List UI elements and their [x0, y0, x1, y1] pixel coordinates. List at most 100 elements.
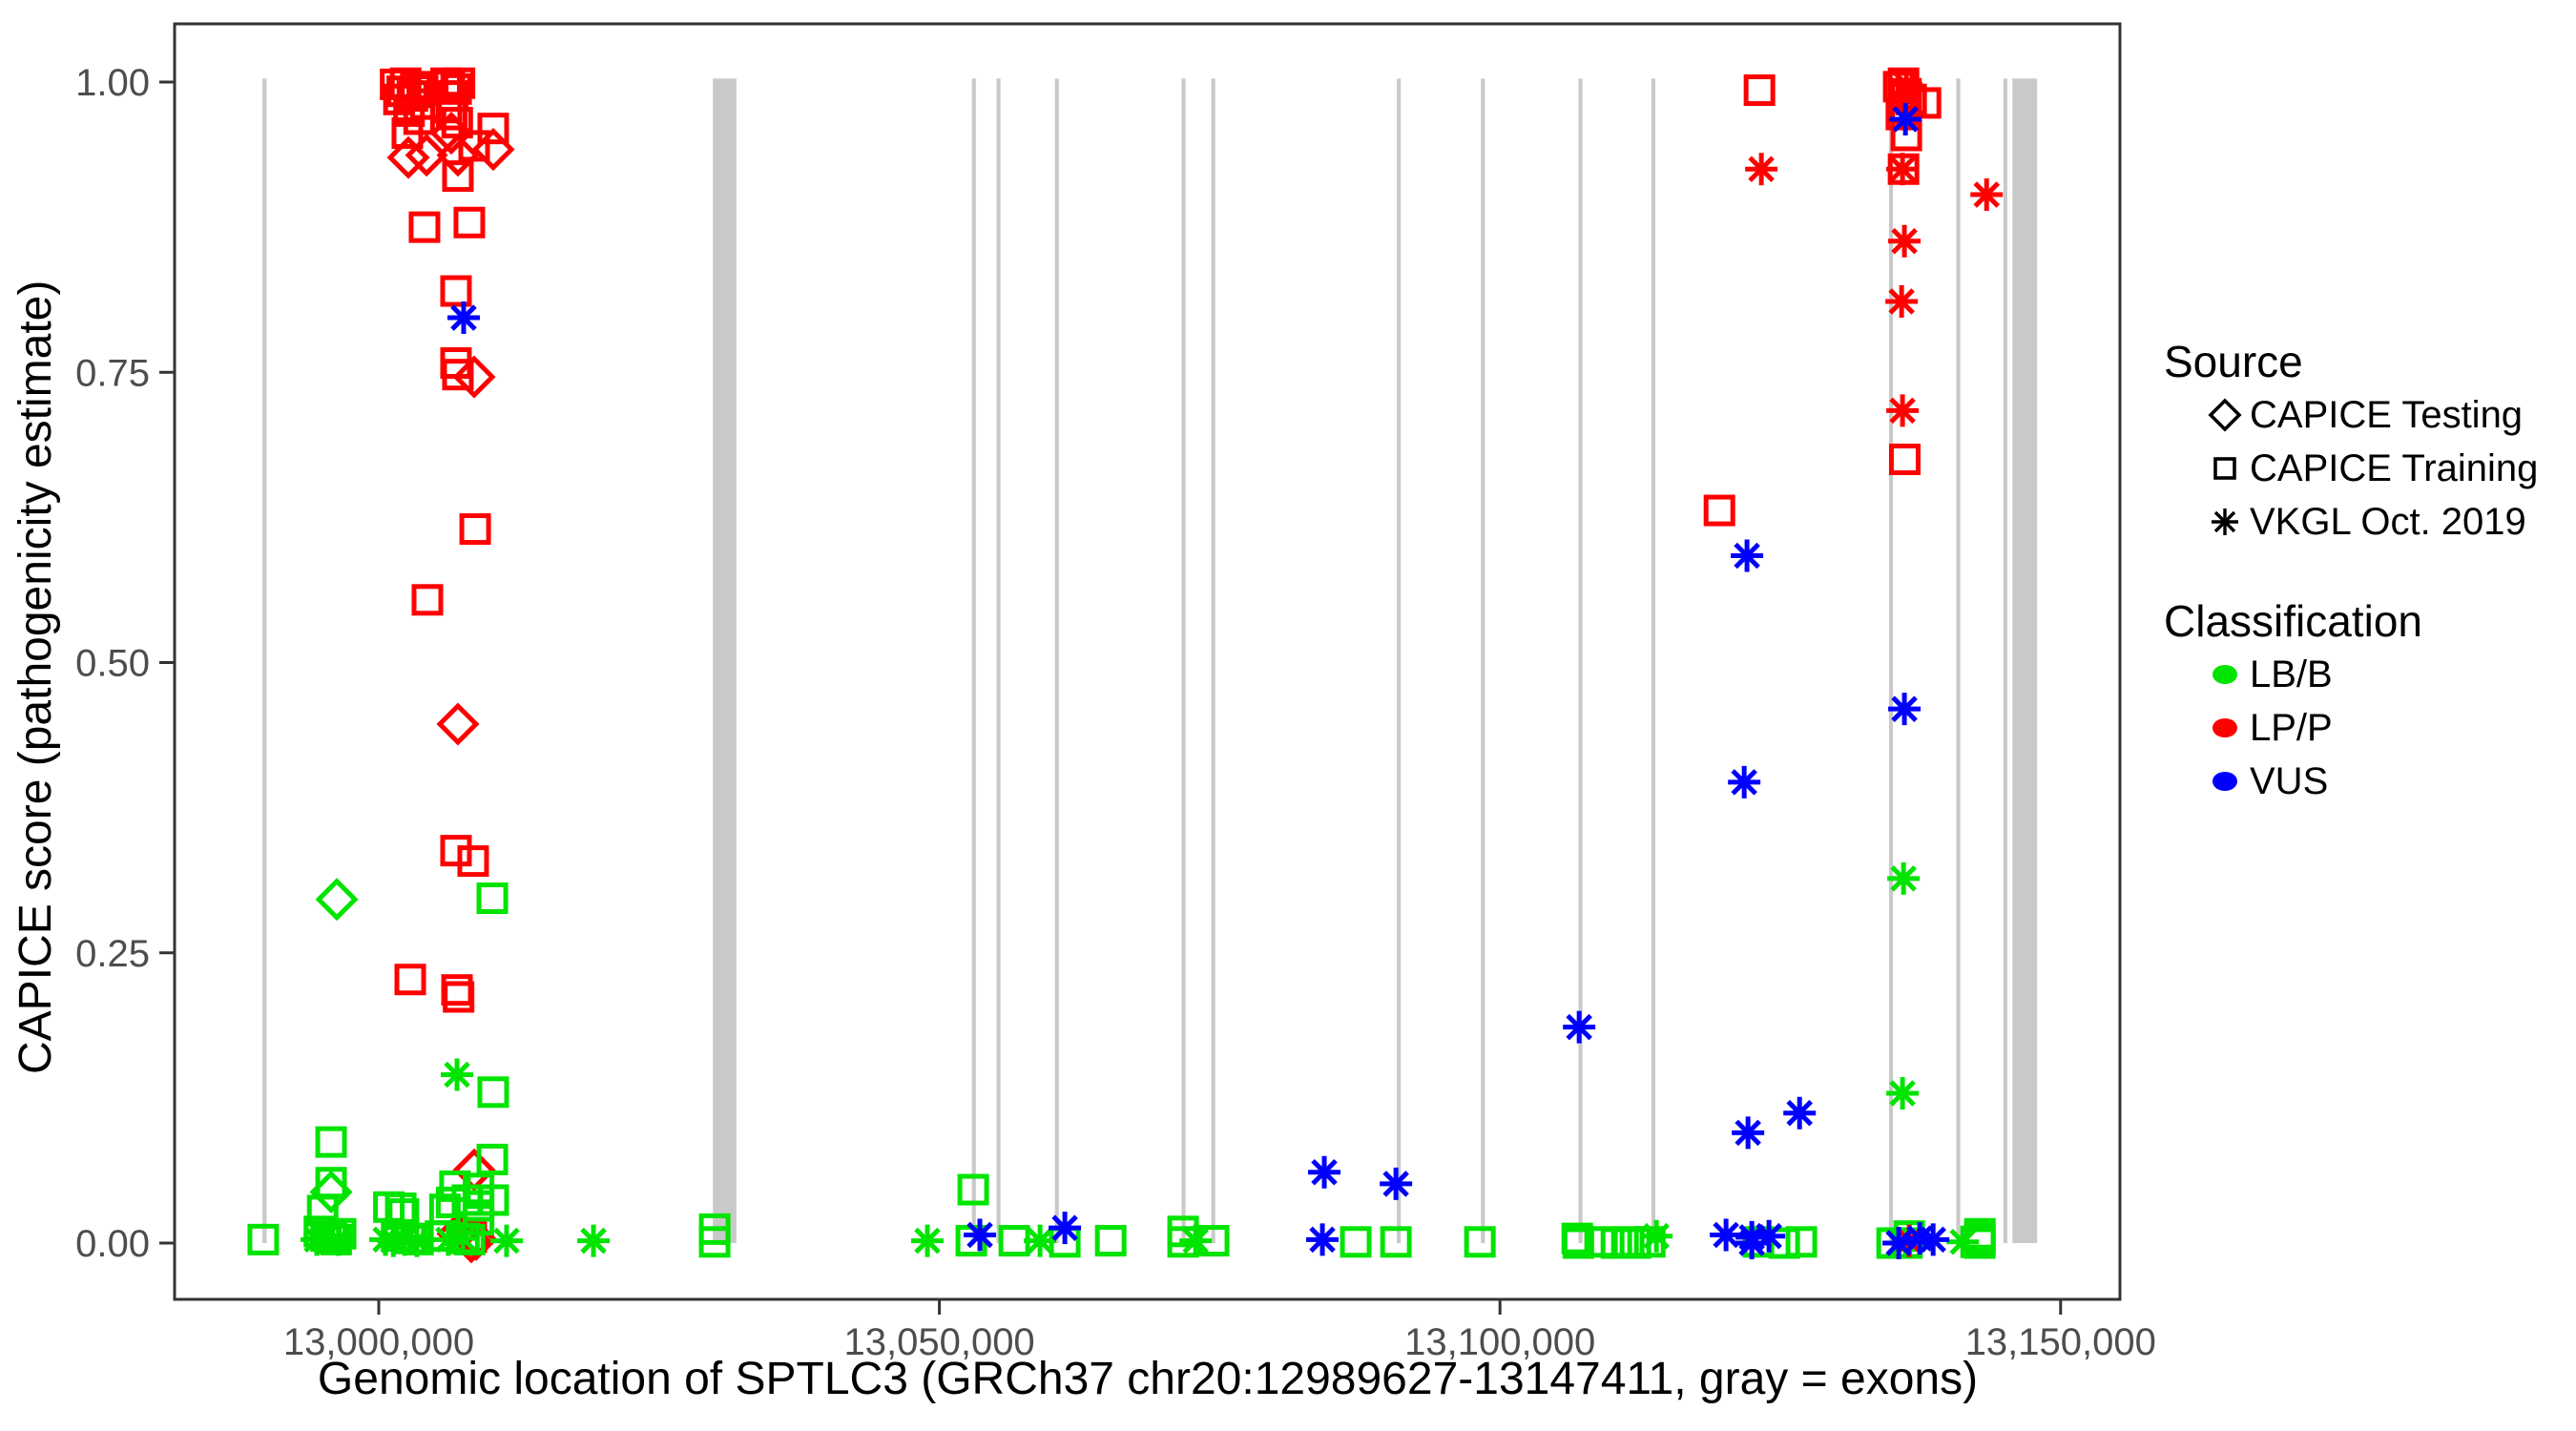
data-point-asterisk: [1640, 1219, 1673, 1253]
data-point-square: [411, 584, 444, 616]
data-point-asterisk: [489, 1224, 523, 1257]
legend-item-label: VKGL Oct. 2019: [2250, 500, 2526, 543]
data-point-square: [698, 1226, 731, 1258]
data-point-asterisk: [577, 1224, 611, 1257]
green-dot-icon: [2212, 665, 2237, 684]
data-point-asterisk: [1882, 1227, 1916, 1259]
exon-bar: [262, 78, 267, 1243]
data-point-asterisk: [1563, 1010, 1596, 1044]
legend-item-vkgl: VKGL Oct. 2019: [2200, 498, 2526, 546]
series-capice-training-lb-b: [247, 882, 1996, 1259]
legend-item-label: LB/B: [2250, 653, 2333, 695]
data-point-asterisk: [400, 1224, 433, 1257]
data-point-square: [998, 1225, 1030, 1257]
exon-bar: [1888, 78, 1894, 1243]
data-point-square: [1743, 74, 1776, 107]
data-point-asterisk: [447, 1222, 480, 1255]
data-point-asterisk: [1886, 85, 1920, 118]
series-capice-training-lp-p: [380, 67, 1942, 1254]
data-point-diamond: [315, 878, 359, 922]
legend-item-label: VUS: [2250, 759, 2329, 802]
legend-item-vus: VUS: [2200, 757, 2328, 805]
data-point-square: [394, 964, 426, 996]
exon-bar: [1481, 78, 1485, 1243]
series-capice-testing-lp-p: [386, 112, 515, 1264]
y-tick-label: 1.00: [75, 62, 150, 104]
y-tick-label: 0.00: [75, 1223, 150, 1265]
square-icon: [2213, 457, 2236, 480]
x-tick-label: 13,000,000: [283, 1321, 474, 1363]
asterisk-icon: [2212, 508, 2238, 535]
data-point-square: [442, 160, 474, 193]
data-point-asterisk: [1732, 1116, 1765, 1150]
data-point-asterisk: [1306, 1223, 1340, 1256]
data-point-asterisk: [1970, 178, 2004, 212]
x-axis-title: Genomic location of SPTLC3 (GRCh37 chr20…: [317, 1354, 1979, 1404]
x-tick-label: 13,050,000: [843, 1321, 1034, 1363]
data-point-asterisk: [322, 1223, 355, 1256]
data-point-square: [1464, 1226, 1496, 1258]
data-point-asterisk: [441, 1058, 474, 1091]
data-point-square: [247, 1223, 280, 1255]
data-point-asterisk: [1049, 1212, 1082, 1245]
exon-bar: [1397, 78, 1402, 1243]
data-point-asterisk: [1745, 153, 1778, 186]
data-point-diamond: [309, 1170, 353, 1213]
data-point-square: [435, 98, 467, 131]
data-point-square: [1703, 494, 1735, 527]
legend-item-lpp: LP/P: [2200, 704, 2333, 752]
legend-classification-block: Classification: [2164, 595, 2422, 647]
data-point-square: [476, 882, 509, 915]
data-point-asterisk: [1735, 1227, 1769, 1259]
legend-item-lbb: LB/B: [2200, 651, 2333, 698]
data-point-square: [441, 974, 473, 1006]
diamond-icon: [2208, 398, 2242, 432]
exon-bar: [713, 78, 737, 1243]
legend-item-label: CAPICE Testing: [2250, 393, 2524, 436]
exon-bar: [996, 78, 1001, 1243]
data-point-asterisk: [1946, 1225, 1980, 1258]
red-dot-icon: [2212, 718, 2237, 737]
legend-item-label: CAPICE Training: [2250, 446, 2539, 489]
data-point-asterisk: [1886, 394, 1920, 427]
data-point-square: [1094, 1225, 1127, 1257]
exon-bar: [2003, 78, 2007, 1243]
data-point-square: [391, 117, 424, 150]
blue-dot-icon: [2212, 772, 2237, 791]
data-point-square: [440, 275, 472, 307]
data-point-square: [459, 513, 491, 546]
data-point-asterisk: [1886, 1077, 1920, 1110]
data-point-square: [1340, 1226, 1372, 1258]
y-axis-title: CAPICE score (pathogenicity estimate): [10, 280, 61, 1075]
series-vkgl-oct-2019-vus: [447, 102, 1950, 1259]
legend-item-label: LP/P: [2250, 706, 2333, 749]
series-capice-testing-lb-b: [309, 878, 359, 1213]
legend-item-capice-training: CAPICE Training: [2200, 445, 2538, 492]
data-point-square: [400, 71, 432, 103]
data-point-square: [1562, 1227, 1594, 1259]
legend-classification-title: Classification: [2164, 596, 2422, 646]
data-point-asterisk: [1024, 1224, 1057, 1257]
data-point-asterisk: [1885, 285, 1919, 319]
exon-bar: [2012, 78, 2038, 1243]
data-point-asterisk: [1887, 861, 1921, 895]
data-point-square: [1380, 1226, 1412, 1258]
data-point-asterisk: [1753, 1219, 1786, 1253]
data-point-asterisk: [1890, 68, 1923, 101]
series-vkgl-oct-2019-lb-b: [301, 861, 1980, 1258]
data-point-asterisk: [1710, 1218, 1743, 1252]
data-point-asterisk: [964, 1218, 997, 1252]
data-point-diamond: [436, 702, 480, 746]
data-point-square: [408, 211, 441, 243]
data-point-asterisk: [1888, 693, 1922, 726]
data-point-asterisk: [1728, 765, 1761, 798]
data-point-square: [443, 981, 475, 1013]
data-point-asterisk: [1783, 1096, 1817, 1130]
panel-border: [173, 22, 2122, 1301]
data-point-square: [440, 835, 472, 867]
exon-bar: [1578, 78, 1583, 1243]
data-point-square: [477, 1076, 509, 1109]
exon-bar: [1651, 78, 1655, 1243]
data-point-asterisk: [1888, 224, 1922, 258]
x-tick-label: 13,100,000: [1404, 1321, 1595, 1363]
